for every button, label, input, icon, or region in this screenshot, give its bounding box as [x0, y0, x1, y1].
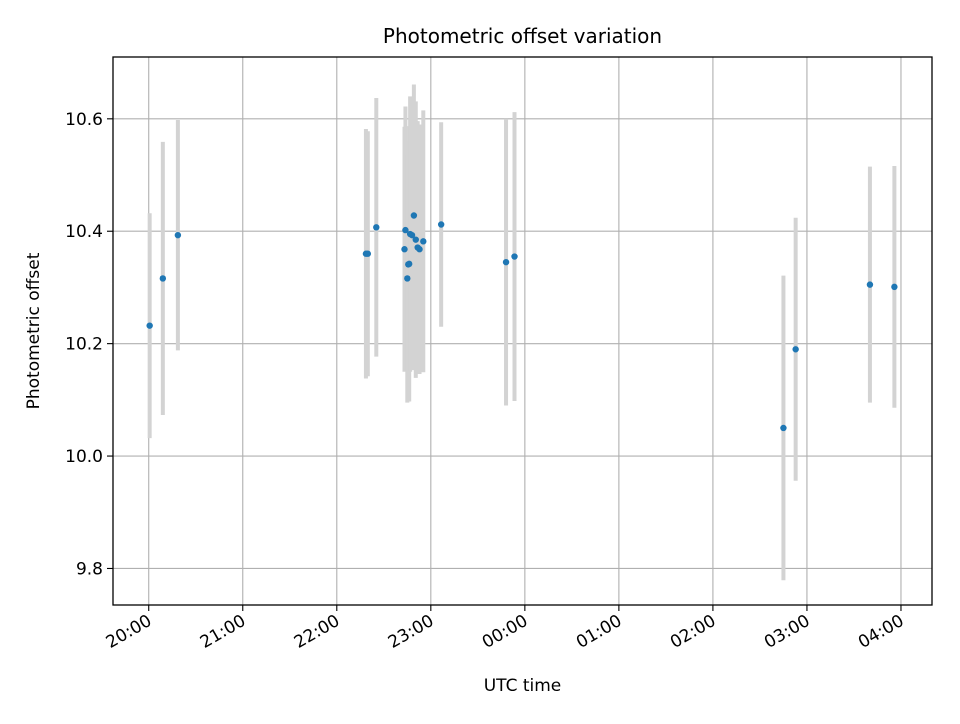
x-tick-label: 23:00 [385, 611, 437, 653]
plot-frame [112, 56, 933, 606]
data-point [437, 221, 445, 228]
chart-title: Photometric offset variation [383, 24, 662, 48]
data-point [408, 231, 416, 239]
data-point [502, 258, 510, 266]
data-point [174, 231, 182, 239]
data-point [373, 224, 380, 231]
y-tick-label: 10.0 [65, 447, 103, 467]
data-point [402, 226, 409, 234]
data-point [410, 212, 418, 219]
x-tick-label: 01:00 [573, 611, 625, 653]
x-tick-label: 20:00 [103, 611, 155, 653]
y-tick-label: 10.4 [65, 222, 103, 242]
data-point [364, 250, 372, 257]
grid-lines [113, 57, 932, 605]
data-point [866, 281, 874, 288]
y-tick-label: 10.6 [65, 110, 103, 130]
data-point [146, 322, 153, 329]
x-tick-label: 02:00 [667, 611, 719, 653]
y-axis-label: Photometric offset [24, 252, 44, 409]
data-point [159, 275, 167, 282]
error-bars [147, 84, 897, 581]
x-axis-label: UTC time [484, 676, 562, 696]
data-points [146, 212, 898, 432]
axis-ticks: 20:00 21:00 22:00 23:00 00:00 01:00 02:00 03:00… [65, 110, 907, 653]
data-point [416, 246, 423, 253]
data-point [412, 236, 419, 243]
data-point [401, 246, 408, 253]
data-point [780, 424, 787, 432]
x-tick-label: 03:00 [761, 611, 813, 653]
x-tick-label: 21:00 [197, 611, 249, 653]
x-tick-label: 22:00 [291, 611, 343, 653]
y-tick-label: 9.8 [76, 559, 103, 579]
data-point [405, 260, 413, 268]
data-point [792, 346, 799, 353]
x-tick-label: 04:00 [855, 611, 907, 653]
data-point [404, 275, 411, 282]
data-point [511, 253, 518, 260]
data-point [891, 283, 898, 291]
data-point [420, 238, 427, 245]
x-tick-label: 00:00 [479, 611, 531, 653]
y-tick-label: 10.2 [65, 335, 103, 355]
